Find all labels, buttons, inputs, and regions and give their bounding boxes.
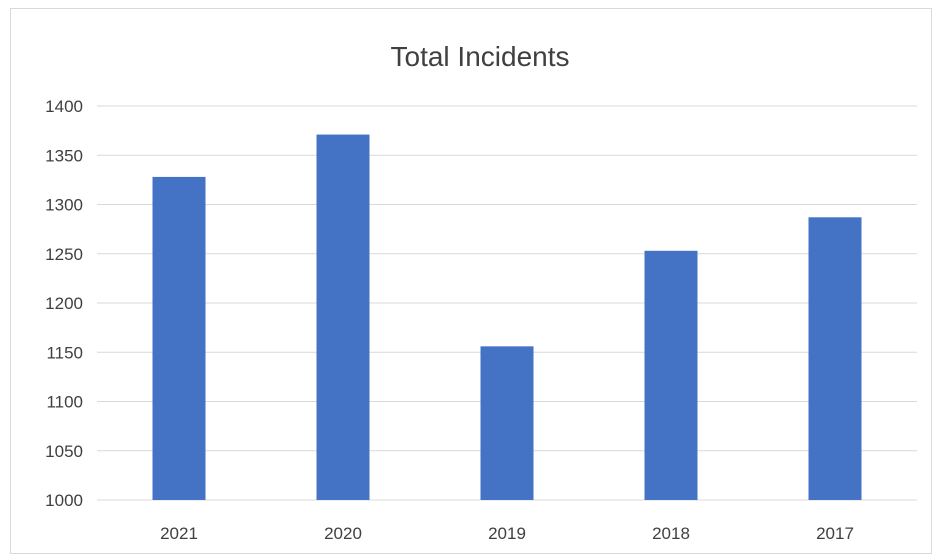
y-tick-label: 1250 — [45, 245, 83, 264]
y-tick-label: 1300 — [45, 196, 83, 215]
bars — [152, 134, 862, 501]
y-tick-label: 1100 — [46, 393, 83, 412]
x-tick-label: 2021 — [160, 524, 198, 543]
x-axis-ticks: 2021 2020 2019 2018 2017 — [160, 524, 854, 543]
bar-2017 — [808, 217, 862, 500]
y-tick-label: 1400 — [45, 97, 83, 116]
bar-2019 — [480, 346, 534, 500]
chart-title: Total Incidents — [391, 41, 570, 72]
x-tick-label: 2020 — [324, 524, 362, 543]
y-tick-label: 1000 — [45, 491, 83, 510]
y-tick-label: 1350 — [45, 146, 83, 165]
bar-2018 — [644, 250, 698, 500]
x-tick-label: 2019 — [488, 524, 526, 543]
y-axis-ticks: 1000 1050 1100 1150 1200 1250 1300 1350 1400 — [45, 97, 83, 510]
x-tick-label: 2017 — [816, 524, 854, 543]
grid-lines — [97, 105, 917, 501]
bar-2021 — [152, 176, 206, 501]
y-tick-label: 1200 — [45, 294, 83, 313]
bar-2020 — [316, 134, 370, 500]
y-tick-label: 1050 — [45, 442, 83, 461]
y-tick-label: 1150 — [46, 343, 83, 362]
x-tick-label: 2018 — [652, 524, 690, 543]
